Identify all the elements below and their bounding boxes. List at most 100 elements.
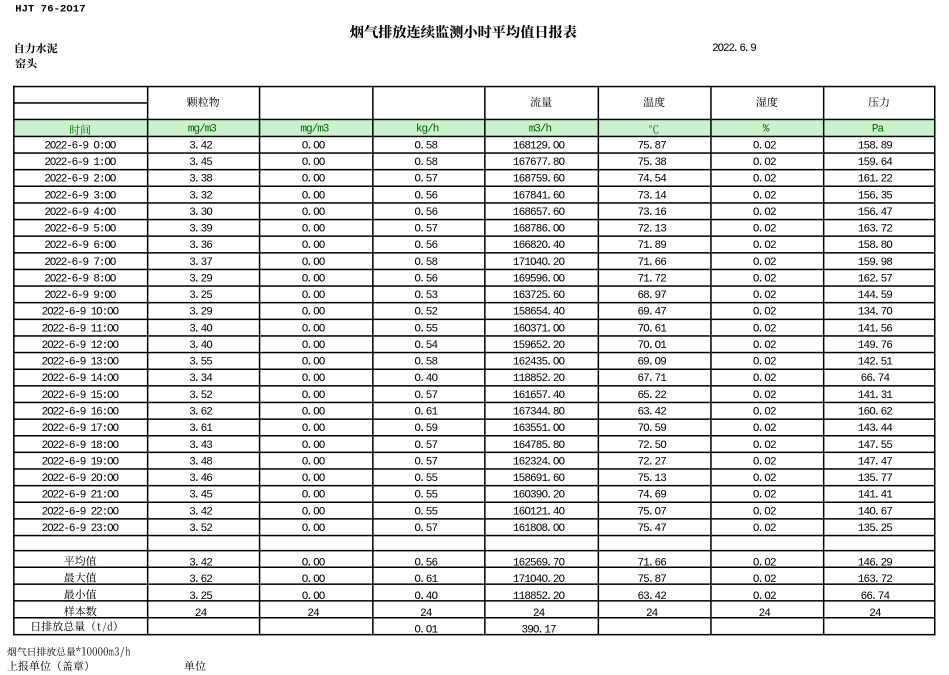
svg-text:16682O.4O: 16682O.4O	[513, 240, 566, 252]
svg-text:2O22-6-9 1:OO: 2O22-6-9 1:OO	[44, 157, 116, 169]
svg-text:168786.OO: 168786.OO	[513, 224, 566, 236]
svg-text:158.8O: 158.8O	[858, 240, 894, 252]
svg-text:O.OO: O.OO	[302, 274, 326, 286]
svg-text:167841.6O: 167841.6O	[513, 190, 566, 202]
svg-text:O.53: O.53	[414, 290, 437, 302]
svg-text:2O22-6-9 1O:OO: 2O22-6-9 1O:OO	[42, 307, 120, 319]
svg-text:%: %	[763, 123, 770, 135]
svg-text:O.OO: O.OO	[302, 174, 326, 186]
svg-text:O.57: O.57	[414, 390, 437, 402]
svg-text:2O22-6-9 11:OO: 2O22-6-9 11:OO	[42, 323, 120, 335]
svg-text:3.43: 3.43	[189, 440, 212, 452]
svg-text:2O22-6-9 7:OO: 2O22-6-9 7:OO	[44, 257, 116, 269]
svg-text:O.O2: O.O2	[753, 373, 776, 385]
svg-text:O.OO: O.OO	[302, 490, 326, 502]
svg-text:O.O2: O.O2	[753, 257, 776, 269]
svg-text:O.OO: O.OO	[302, 307, 326, 319]
svg-text:159.98: 159.98	[858, 257, 893, 269]
svg-text:16O39O.2O: 16O39O.2O	[513, 490, 566, 502]
svg-text:3.62: 3.62	[189, 574, 212, 586]
svg-text:141.56: 141.56	[858, 323, 893, 335]
svg-text:24: 24	[759, 608, 772, 620]
svg-text:O.OO: O.OO	[302, 373, 326, 385]
svg-text:16O.62: 16O.62	[858, 407, 893, 419]
svg-text:75.38: 75.38	[637, 157, 666, 169]
svg-text:O.O2: O.O2	[753, 290, 776, 302]
svg-text:69.47: 69.47	[637, 307, 666, 319]
svg-text:mg/m3: mg/m3	[188, 123, 216, 135]
svg-text:O.O2: O.O2	[753, 307, 776, 319]
svg-text:162435.OO: 162435.OO	[513, 357, 566, 369]
svg-text:O.57: O.57	[414, 440, 437, 452]
svg-text:143.44: 143.44	[858, 423, 894, 435]
svg-text:71.89: 71.89	[637, 240, 666, 252]
svg-text:2O22-6-9 3:OO: 2O22-6-9 3:OO	[44, 190, 116, 202]
svg-text:O.O2: O.O2	[753, 357, 776, 369]
svg-text:O.O2: O.O2	[753, 274, 776, 286]
svg-text:167344.8O: 167344.8O	[513, 407, 566, 419]
svg-text:24: 24	[420, 608, 433, 620]
svg-text:O.O2: O.O2	[753, 224, 776, 236]
svg-text:3.4O: 3.4O	[189, 340, 213, 352]
svg-text:39O.17: 39O.17	[521, 625, 556, 637]
svg-text:159652.2O: 159652.2O	[513, 340, 566, 352]
svg-text:167677.8O: 167677.8O	[513, 157, 566, 169]
svg-text:O.57: O.57	[414, 174, 437, 186]
svg-text:O.OO: O.OO	[302, 357, 326, 369]
svg-text:3.42: 3.42	[189, 557, 212, 569]
svg-text:161657.4O: 161657.4O	[513, 390, 566, 402]
svg-text:O.56: O.56	[414, 190, 437, 202]
svg-text:159.64: 159.64	[858, 157, 894, 169]
svg-text:O.4O: O.4O	[414, 591, 438, 603]
svg-text:156.35: 156.35	[858, 190, 893, 202]
svg-text:135.25: 135.25	[858, 523, 893, 535]
svg-text:161.22: 161.22	[858, 174, 893, 186]
svg-text:71.72: 71.72	[637, 274, 666, 286]
svg-text:2O22-6-9 13:OO: 2O22-6-9 13:OO	[42, 357, 120, 369]
svg-text:171O4O.2O: 171O4O.2O	[513, 257, 566, 269]
svg-text:O.OO: O.OO	[302, 207, 326, 219]
svg-text:141.31: 141.31	[858, 390, 894, 402]
svg-text:63.42: 63.42	[637, 407, 666, 419]
svg-text:169596.OO: 169596.OO	[513, 274, 566, 286]
svg-text:7O.59: 7O.59	[637, 423, 666, 435]
svg-text:O.56: O.56	[414, 207, 437, 219]
svg-text:75.O7: 75.O7	[637, 506, 666, 518]
svg-text:24: 24	[869, 608, 882, 620]
svg-text:3.52: 3.52	[189, 390, 212, 402]
svg-text:164785.8O: 164785.8O	[513, 440, 566, 452]
svg-text:O.56: O.56	[414, 240, 437, 252]
svg-text:149.76: 149.76	[858, 340, 893, 352]
svg-text:O.O2: O.O2	[753, 456, 776, 468]
svg-text:O.O2: O.O2	[753, 323, 776, 335]
svg-text:147.55: 147.55	[858, 440, 893, 452]
svg-text:162324.OO: 162324.OO	[513, 456, 566, 468]
svg-text:69.O9: 69.O9	[637, 357, 666, 369]
svg-text:O.O2: O.O2	[753, 407, 776, 419]
svg-text:O.OO: O.OO	[302, 423, 326, 435]
svg-text:24: 24	[307, 608, 320, 620]
svg-text:158654.4O: 158654.4O	[513, 307, 566, 319]
svg-text:2O22.6.9: 2O22.6.9	[712, 43, 756, 55]
svg-text:O.OO: O.OO	[302, 257, 326, 269]
svg-text:O.O2: O.O2	[753, 140, 776, 152]
svg-text:3.46: 3.46	[189, 473, 212, 485]
svg-text:O.58: O.58	[414, 157, 437, 169]
svg-text:3.39: 3.39	[189, 224, 212, 236]
svg-text:2O22-6-9 4:OO: 2O22-6-9 4:OO	[44, 207, 116, 219]
svg-text:134.7O: 134.7O	[858, 307, 894, 319]
svg-text:72.13: 72.13	[637, 224, 666, 236]
svg-text:3.45: 3.45	[189, 490, 212, 502]
svg-text:O.58: O.58	[414, 357, 437, 369]
svg-text:3.29: 3.29	[189, 274, 212, 286]
svg-text:75.87: 75.87	[637, 574, 666, 586]
svg-text:1618O8.OO: 1618O8.OO	[513, 523, 566, 535]
svg-text:63.42: 63.42	[637, 591, 666, 603]
svg-text:O.OO: O.OO	[302, 390, 326, 402]
svg-text:2O22-6-9 19:OO: 2O22-6-9 19:OO	[42, 456, 120, 468]
svg-text:O.O2: O.O2	[753, 490, 776, 502]
svg-text:2O22-6-9 18:OO: 2O22-6-9 18:OO	[42, 440, 120, 452]
svg-text:74.69: 74.69	[637, 490, 666, 502]
svg-text:168129.OO: 168129.OO	[513, 140, 566, 152]
svg-text:O.OO: O.OO	[302, 290, 326, 302]
